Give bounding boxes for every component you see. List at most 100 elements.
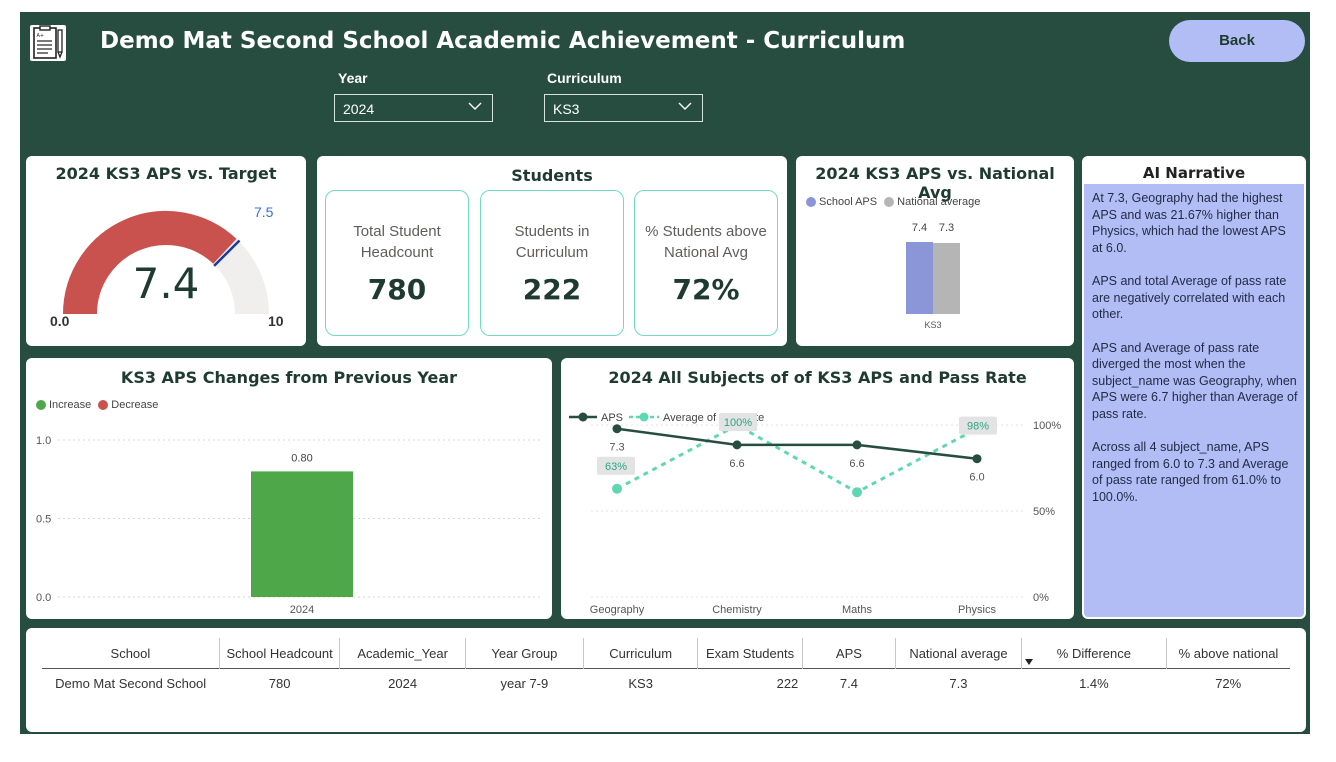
series-line-pass-rate [616, 423, 978, 494]
column-header-school[interactable]: School [42, 638, 220, 669]
data-label-bg [719, 413, 757, 432]
national-avg-chart: 7.4 7.3 KS3 [906, 222, 960, 330]
year-dropdown-value: 2024 [343, 101, 375, 117]
students-title: Students [511, 166, 593, 185]
gauge-target-label: 7.5 [254, 204, 274, 220]
table-cell: 72% [1166, 668, 1290, 697]
legend-label-aps: APS [601, 412, 623, 424]
point-pass-rate [852, 487, 862, 498]
chevron-down-icon [678, 102, 692, 110]
data-label-aps: 6.0 [969, 472, 984, 484]
national-legend: School APS National average [806, 196, 980, 208]
back-button[interactable]: Back [1169, 20, 1305, 62]
legend-item-school-aps: School APS [806, 196, 877, 208]
gauge-title: 2024 KS3 APS vs. Target [55, 164, 277, 183]
gauge-max-label: 10 [268, 313, 284, 329]
curriculum-filter-label: Curriculum [547, 70, 622, 86]
x-tick-label: KS3 [924, 320, 941, 330]
dashboard-canvas: A+ Demo Mat Second School Academic Achie… [20, 12, 1310, 734]
x-tick-label: Chemistry [712, 604, 762, 616]
back-button-label: Back [1219, 32, 1255, 49]
y2-tick-label: 100% [1033, 420, 1061, 432]
year-filter-label: Year [338, 70, 368, 86]
point-aps [732, 440, 742, 450]
table-cell: 780 [219, 668, 340, 697]
point-aps [612, 424, 622, 434]
column-header-national-average[interactable]: National average [895, 638, 1022, 669]
national-avg-card: 2024 KS3 APS vs. National Avg School APS… [796, 156, 1074, 346]
legend-marker-pass-rate [639, 412, 649, 422]
table-cell: 7.4 [802, 668, 896, 697]
summary-table-card: School School Headcount Academic_Year Ye… [26, 628, 1306, 732]
curriculum-dropdown[interactable]: KS3 [544, 94, 703, 122]
kpi-value: 222 [522, 273, 582, 306]
data-label: 0.80 [291, 452, 312, 464]
point-pass-rate [612, 483, 622, 494]
point-aps [972, 454, 982, 464]
data-label-bg [597, 456, 635, 475]
changes-legend: Increase Decrease [36, 399, 158, 411]
legend-marker-aps [578, 412, 588, 422]
sort-descending-icon[interactable] [1024, 658, 1034, 666]
national-avg-title: 2024 KS3 APS vs. National Avg [815, 164, 1055, 202]
data-label-pass-rate: 98% [967, 421, 989, 433]
table-cell: KS3 [583, 668, 698, 697]
column-header-year-group[interactable]: Year Group [465, 638, 585, 669]
x-tick-label: Physics [958, 604, 996, 616]
page-title: Demo Mat Second School Academic Achievem… [100, 28, 906, 54]
narrative-paragraph: At 7.3, Geography had the highest APS an… [1092, 191, 1286, 255]
narrative-title-bar [1084, 158, 1304, 184]
svg-text:A+: A+ [37, 33, 45, 39]
kpi-label: Students in Curriculum [514, 223, 590, 261]
subjects-title: 2024 All Subjects of of KS3 APS and Pass… [608, 368, 1027, 387]
y-tick-label: 0.5 [36, 514, 51, 526]
narrative-text: At 7.3, Geography had the highest APS an… [1092, 190, 1298, 522]
aps-changes-title: KS3 APS Changes from Previous Year [120, 368, 458, 387]
gauge-fill [63, 211, 237, 315]
kpi-label: Total Student Headcount [353, 223, 441, 261]
kpi-value: 780 [367, 273, 427, 306]
table-cell: Demo Mat Second School [42, 668, 220, 697]
column-header-aps[interactable]: APS [802, 638, 897, 669]
column-header-exam-students[interactable]: Exam Students [697, 638, 803, 669]
y2-tick-label: 50% [1033, 506, 1055, 518]
column-header-academic-year[interactable]: Academic_Year [339, 638, 466, 669]
gauge-min-label: 0.0 [50, 313, 70, 329]
x-tick-label: Geography [590, 604, 645, 616]
students-card: Students Total Student Headcount 780 Stu… [317, 156, 787, 346]
data-label-aps: 6.6 [849, 458, 864, 470]
kpi-students-in-curriculum: Students in Curriculum 222 [480, 190, 624, 336]
column-header-percent-difference[interactable]: % Difference [1021, 638, 1167, 669]
data-label-pass-rate: 100% [724, 417, 752, 429]
narrative-paragraph: Across all 4 subject_name, APS ranged fr… [1092, 440, 1289, 504]
ai-narrative-card: AI Narrative At 7.3, Geography had the h… [1082, 156, 1306, 619]
legend-item-national-average: National average [884, 196, 980, 208]
kpi-total-headcount: Total Student Headcount 780 [325, 190, 469, 336]
y2-tick-label: 0% [1033, 592, 1049, 604]
column-header-percent-above-national[interactable]: % above national [1178, 645, 1279, 661]
table-header-row: School School Headcount Academic_Year Ye… [42, 638, 1290, 669]
gauge-target-marker [213, 239, 241, 267]
legend-item-increase: Increase [36, 399, 91, 411]
x-tick-label: Maths [842, 604, 872, 616]
table-row: Demo Mat Second School 780 2024 year 7-9… [42, 668, 1290, 697]
aps-changes-card: KS3 APS Changes from Previous Year Incre… [26, 358, 552, 619]
column-header-school-headcount[interactable]: School Headcount [219, 638, 341, 669]
summary-table: School School Headcount Academic_Year Ye… [42, 638, 1290, 697]
table-cell: 7.3 [895, 668, 1022, 697]
narrative-title: AI Narrative [1142, 164, 1246, 182]
column-header-curriculum[interactable]: Curriculum [583, 638, 699, 669]
gauge-chart [63, 211, 269, 315]
kpi-value: 72% [672, 273, 740, 306]
data-label-pass-rate: 63% [605, 461, 627, 473]
data-label-bg [959, 416, 997, 435]
year-dropdown[interactable]: 2024 [334, 94, 493, 122]
narrative-paragraph: APS and total Average of pass rate are n… [1092, 274, 1287, 321]
point-aps [852, 440, 862, 450]
data-label: 7.3 [939, 222, 954, 234]
logo-icon: A+ [30, 25, 66, 61]
x-tick-label: 2024 [290, 604, 314, 616]
data-label-aps: 6.6 [729, 458, 744, 470]
bar-school-aps [906, 242, 933, 314]
